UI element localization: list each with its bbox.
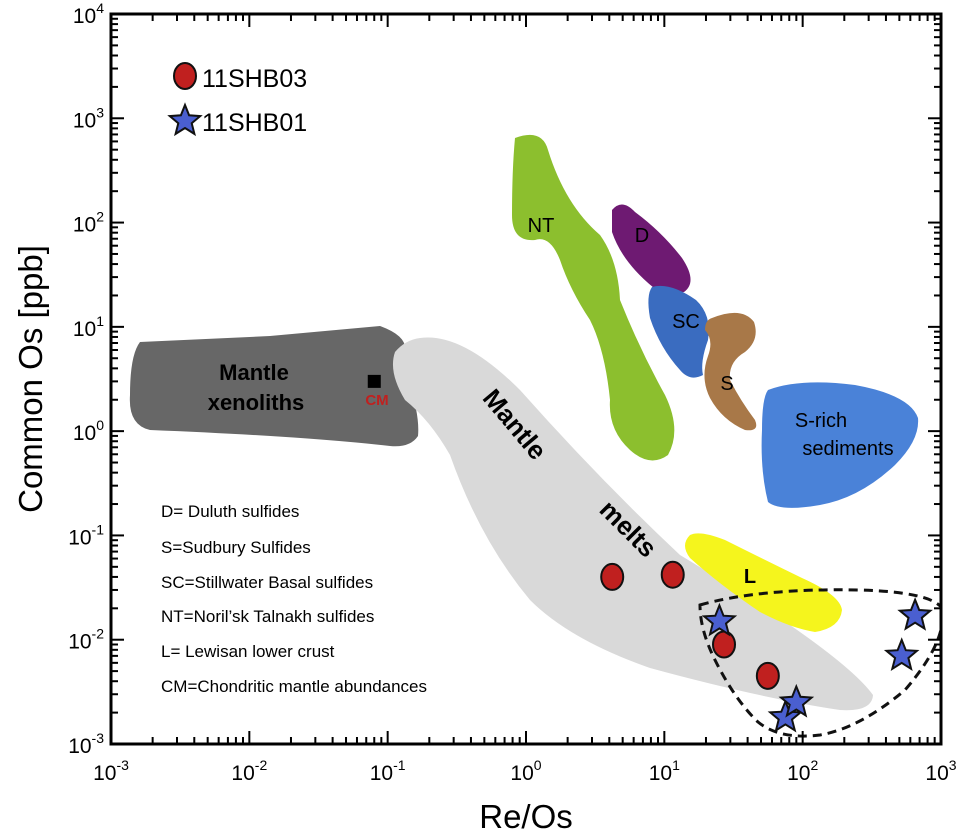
field-mantle-melts [392, 337, 873, 711]
field-regions [129, 134, 941, 738]
point-11shb01 [767, 698, 804, 733]
point-11shb03 [600, 562, 625, 591]
legend-circle-marker [173, 62, 197, 90]
x-tick-label: 102 [787, 757, 818, 785]
note-line: D= Duluth sulfides [161, 502, 299, 521]
label-s-rich-1: S-rich [795, 410, 847, 432]
label-nt: NT [528, 215, 555, 237]
legend: 11SHB03 11SHB01 [167, 62, 307, 137]
y-tick-label: 10-1 [68, 521, 104, 549]
y-tick-label: 100 [73, 417, 104, 445]
field-l [685, 533, 842, 632]
legend-label-11shb01: 11SHB01 [202, 109, 307, 137]
label-d: D [635, 225, 649, 247]
label-cm: CM [365, 392, 388, 409]
field-s [704, 312, 757, 431]
point-11shb01 [897, 596, 933, 631]
y-axis-label: Common Os [ppb] [12, 245, 49, 513]
y-tick-label: 102 [73, 209, 104, 237]
x-tick-label: 10-3 [93, 757, 129, 785]
x-tick-label: 103 [925, 757, 956, 785]
label-s-rich-2: sediments [802, 438, 893, 460]
legend-star-marker [167, 102, 203, 137]
point-11shb01 [778, 683, 815, 718]
y-tick-label: 104 [73, 0, 104, 28]
x-tick-label: 100 [510, 757, 541, 785]
y-tick-label: 10-3 [68, 730, 104, 758]
point-11shb03 [755, 661, 780, 690]
data-points [600, 560, 933, 733]
label-l: L [744, 566, 756, 588]
point-11shb01 [883, 637, 920, 671]
point-11shb01 [701, 602, 738, 637]
note-line: L= Lewisan lower crust [161, 642, 335, 661]
field-nt [512, 134, 675, 461]
note-line: SC=Stillwater Basal sulfides [161, 573, 373, 592]
label-mantle-xenoliths-2: xenoliths [208, 390, 305, 415]
x-tick-label: 10-1 [370, 757, 406, 785]
x-tick-label: 101 [649, 757, 680, 785]
cm-marker [367, 374, 381, 388]
axes: 10-3 10-2 10-1 100 101 102 103 10-3 10-2 10-1 100 1… [68, 0, 957, 785]
note-line: NT=Noril’sk Talnakh sulfides [161, 607, 374, 626]
point-11shb03 [660, 560, 685, 589]
field-d [612, 204, 691, 294]
abbreviation-notes: D= Duluth sulfides S=Sudbury Sulfides SC… [161, 502, 427, 696]
y-tick-label: 10-2 [68, 626, 104, 654]
label-s: S [720, 373, 733, 395]
field-mantle-xenoliths [129, 326, 419, 447]
x-axis-label: Re/Os [479, 798, 573, 835]
point-11shb03 [712, 630, 737, 659]
y-tick-label: 101 [73, 313, 104, 341]
note-line: CM=Chondritic mantle abundances [161, 677, 427, 696]
x-tick-label: 10-2 [231, 757, 267, 785]
field-sc [648, 285, 709, 378]
dashed-outline [698, 588, 941, 738]
note-line: S=Sudbury Sulfides [161, 538, 311, 557]
field-s-rich [761, 382, 919, 508]
label-mantle-xenoliths-1: Mantle [219, 360, 289, 385]
legend-label-11shb03: 11SHB03 [202, 65, 307, 93]
y-tick-label: 103 [73, 104, 104, 132]
label-sc: SC [672, 311, 700, 333]
